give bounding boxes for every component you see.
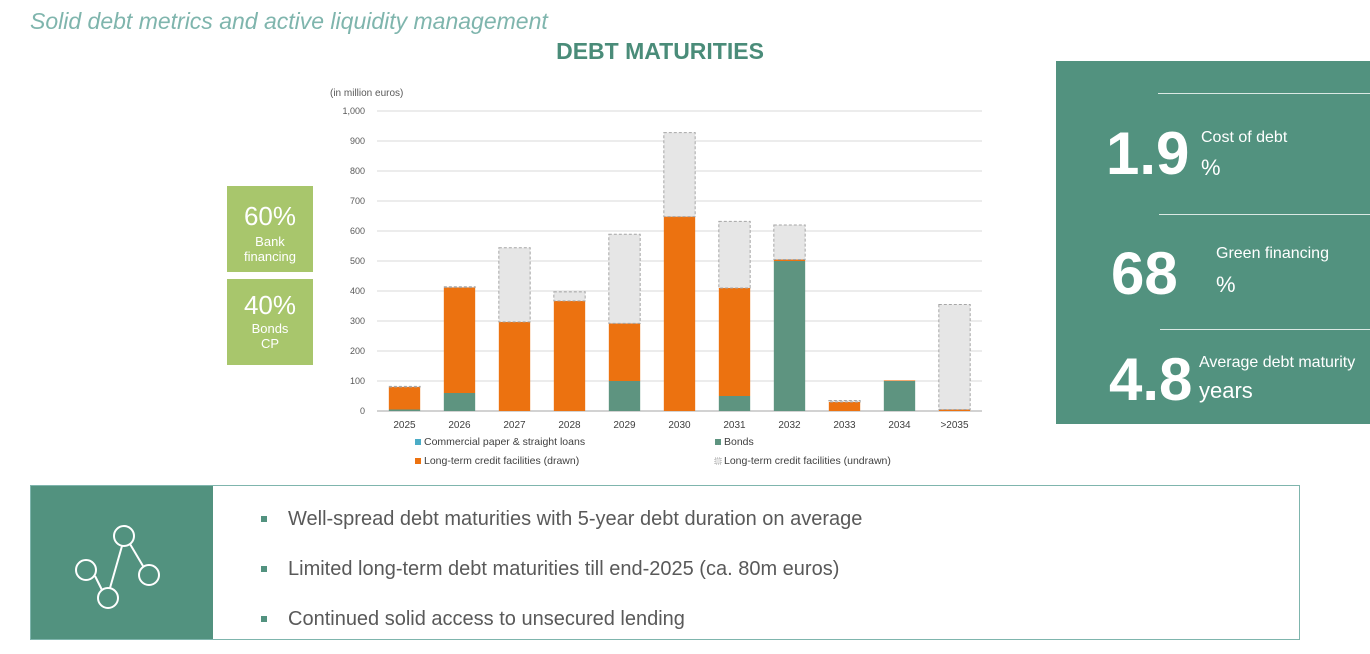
y-tick-label: 1,000 [342, 106, 365, 116]
chart-unit-label: (in million euros) [330, 88, 403, 99]
chart-title: DEBT MATURITIES [520, 38, 800, 65]
key-point-text: Continued solid access to unsecured lend… [288, 608, 685, 630]
x-tick-label: 2033 [833, 420, 856, 431]
y-tick-label: 700 [350, 196, 365, 206]
bar-segment [444, 287, 475, 393]
bonds-cp-share: 40% Bonds CP [227, 279, 313, 365]
y-tick-label: 600 [350, 226, 365, 236]
cost-of-debt-value: 1.9 [1106, 124, 1189, 184]
y-tick-label: 400 [350, 286, 365, 296]
bullet-square-icon [261, 616, 267, 622]
legend-swatch [415, 439, 421, 445]
legend-label: Commercial paper & straight loans [424, 436, 585, 448]
key-point-text: Well-spread debt maturities with 5-year … [288, 508, 862, 530]
avg-debt-maturity-label: Average debt maturity [1199, 353, 1355, 373]
key-point: Continued solid access to unsecured lend… [261, 604, 862, 654]
bar-segment [719, 396, 750, 411]
bar-segment [444, 287, 475, 288]
bar-segment [499, 322, 530, 411]
y-tick-label: 200 [350, 346, 365, 356]
bonds-cp-label-2: CP [227, 336, 313, 351]
key-points-list: Well-spread debt maturities with 5-year … [261, 504, 862, 654]
bar-segment [884, 380, 915, 381]
bar-segment [609, 323, 640, 381]
bar-segment [444, 393, 475, 411]
avg-debt-maturity-unit: years [1199, 379, 1253, 403]
y-tick-label: 300 [350, 316, 365, 326]
y-tick-label: 0 [360, 406, 365, 416]
green-financing-unit: % [1216, 273, 1236, 297]
bar-segment [829, 401, 860, 403]
y-tick-label: 800 [350, 166, 365, 176]
bullet-square-icon [261, 566, 267, 572]
bar-segment [829, 402, 860, 411]
kpi-divider [1160, 329, 1370, 330]
x-tick-label: 2028 [558, 420, 581, 431]
legend-swatch [415, 458, 421, 464]
x-tick-label: 2026 [448, 420, 471, 431]
bar-segment [499, 248, 530, 322]
x-tick-label: 2025 [393, 420, 416, 431]
x-tick-label: 2029 [613, 420, 636, 431]
x-tick-label: 2030 [668, 420, 691, 431]
x-tick-label: 2027 [503, 420, 526, 431]
x-tick-label: 2034 [888, 420, 911, 431]
x-tick-label: 2031 [723, 420, 746, 431]
bar-segment [664, 217, 695, 411]
key-points-box: Well-spread debt maturities with 5-year … [30, 485, 1300, 640]
bar-segment [884, 381, 915, 411]
legend-label: Bonds [724, 436, 754, 448]
y-tick-label: 500 [350, 256, 365, 266]
key-point-text: Limited long-term debt maturities till e… [288, 558, 839, 580]
cost-of-debt-label: Cost of debt [1201, 128, 1287, 148]
icon-panel [31, 486, 213, 639]
cost-of-debt-unit: % [1201, 156, 1221, 180]
bar-segment [719, 221, 750, 288]
kpi-panel: 1.9 Cost of debt % 68 Green financing % … [1056, 61, 1370, 424]
bar-segment [664, 133, 695, 217]
bar-segment [389, 386, 420, 387]
bar-segment [609, 381, 640, 411]
bar-segment [774, 225, 805, 260]
key-point: Well-spread debt maturities with 5-year … [261, 504, 862, 554]
page-subtitle: Solid debt metrics and active liquidity … [30, 8, 548, 35]
bar-segment [554, 292, 585, 301]
legend-swatch [715, 458, 721, 464]
x-tick-label: 2032 [778, 420, 801, 431]
bullet-square-icon [261, 516, 267, 522]
bar-segment [774, 261, 805, 411]
bonds-cp-label-1: Bonds [227, 321, 313, 336]
bar-segment [609, 234, 640, 323]
y-tick-label: 900 [350, 136, 365, 146]
bank-financing-pct: 60% [227, 202, 313, 230]
legend-label: Long-term credit facilities (undrawn) [724, 455, 891, 467]
bonds-cp-pct: 40% [227, 291, 313, 319]
bar-segment [389, 387, 420, 410]
network-nodes-icon [31, 486, 213, 639]
kpi-divider [1159, 214, 1370, 215]
key-point: Limited long-term debt maturities till e… [261, 554, 862, 604]
green-financing-value: 68 [1111, 244, 1178, 304]
avg-debt-maturity-value: 4.8 [1109, 350, 1192, 410]
y-tick-label: 100 [350, 376, 365, 386]
legend-swatch [715, 439, 721, 445]
bank-financing-label-1: Bank [227, 234, 313, 249]
kpi-divider [1158, 93, 1370, 94]
bank-financing-share: 60% Bank financing [227, 186, 313, 272]
debt-maturities-chart: (in million euros) 0 100 200 300 400 500 600 70… [320, 80, 1000, 470]
bank-financing-label-2: financing [227, 249, 313, 264]
bar-segment [939, 305, 970, 410]
legend-label: Long-term credit facilities (drawn) [424, 455, 579, 467]
bar-segment [389, 410, 420, 412]
bar-segment [719, 288, 750, 396]
bar-segment [554, 301, 585, 411]
x-tick-label: >2035 [940, 420, 969, 431]
green-financing-label: Green financing [1216, 244, 1329, 264]
